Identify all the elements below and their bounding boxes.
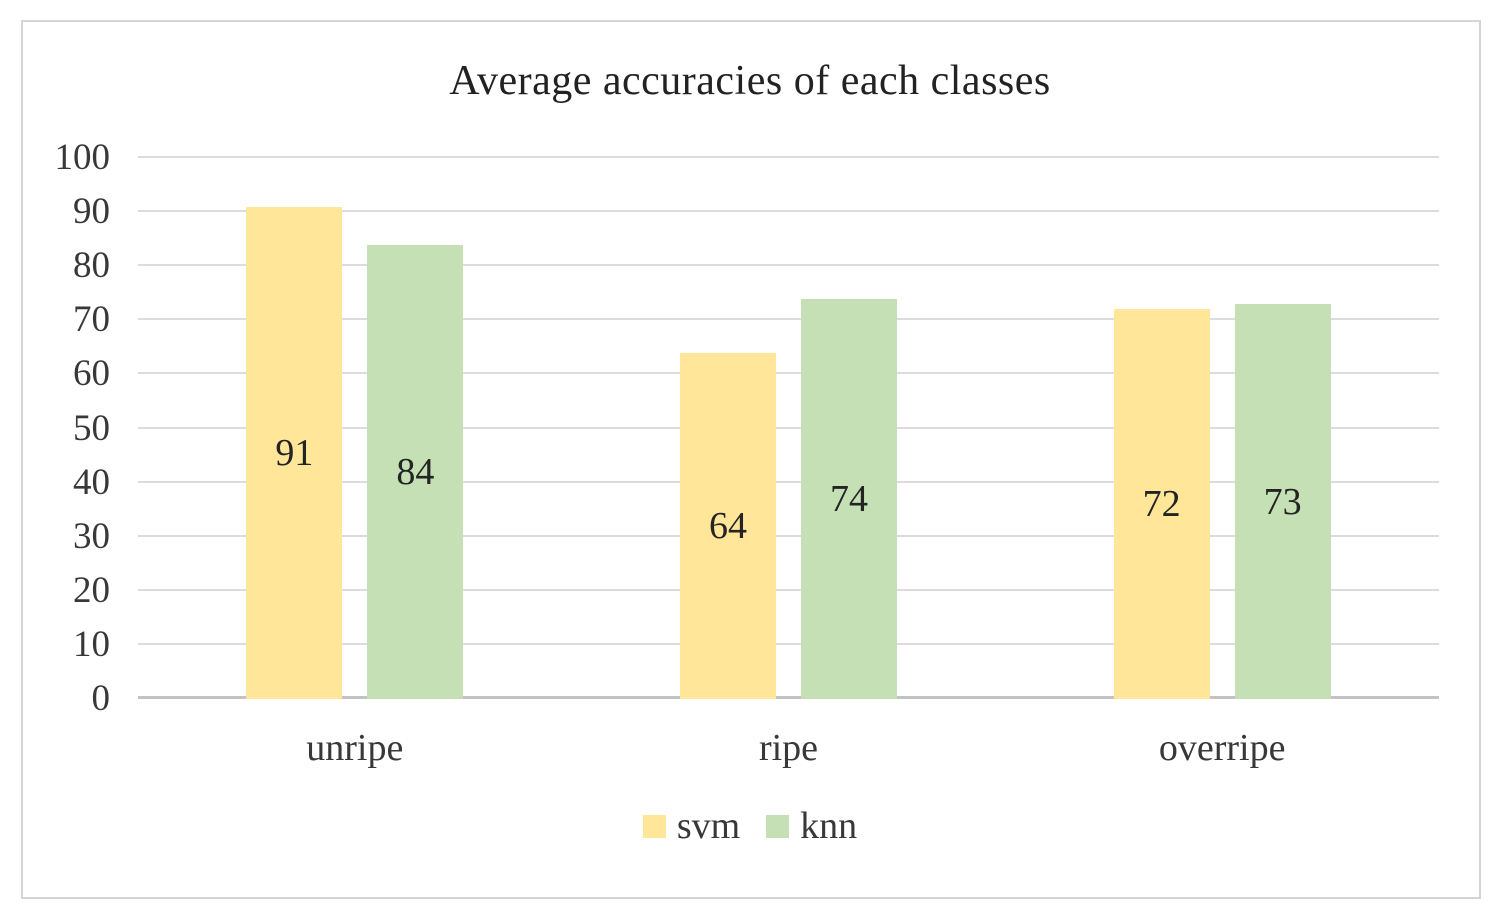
x-category-label-ripe: ripe: [758, 727, 819, 769]
y-tick-label-10: 10: [73, 623, 110, 665]
gridline-80: [138, 264, 1439, 267]
bar-knn-unripe: 84: [367, 244, 464, 699]
y-tick-label-30: 30: [73, 515, 110, 557]
gridline-30: [138, 534, 1439, 537]
y-tick-label-50: 50: [73, 407, 110, 449]
bar-knn-overripe: 73: [1234, 304, 1331, 699]
y-tick-label-80: 80: [73, 245, 110, 287]
y-tick-label-20: 20: [73, 569, 110, 611]
y-axis-labels: 0 10 20 30 40 50 60 70 80 90 100: [30, 138, 111, 719]
gridline-70: [138, 318, 1439, 321]
data-label-knn-unripe: 84: [396, 450, 435, 493]
x-category-label-overripe: overripe: [1158, 727, 1286, 769]
bar-knn-ripe: 74: [801, 298, 897, 699]
legend-swatch-knn: [766, 814, 790, 838]
x-axis-labels: unripe ripe overripe: [0, 726, 1500, 778]
data-label-knn-overripe: 73: [1263, 480, 1302, 523]
legend-item-svm: svm: [642, 805, 741, 847]
data-label-svm-unripe: 91: [275, 431, 314, 474]
gridline-20: [138, 588, 1439, 591]
y-tick-label-60: 60: [73, 353, 110, 395]
gridline-60: [138, 372, 1439, 375]
legend: svm knn: [0, 806, 1500, 846]
y-tick-label-100: 100: [54, 137, 111, 178]
y-tick-label-90: 90: [73, 191, 110, 233]
data-label-knn-ripe: 74: [830, 477, 868, 520]
gridline-50: [138, 426, 1439, 429]
legend-swatch-svm: [642, 814, 666, 838]
gridline-10: [138, 642, 1439, 645]
y-tick-label-70: 70: [73, 299, 110, 341]
data-label-svm-ripe: 64: [709, 504, 747, 547]
legend-label-svm: svm: [676, 805, 741, 847]
bar-svm-overripe: 72: [1113, 309, 1210, 699]
y-tick-label-40: 40: [73, 461, 110, 503]
gridline-90: [138, 210, 1439, 213]
bar-svm-ripe: 64: [680, 352, 776, 699]
gridline-100: [138, 156, 1439, 158]
data-label-svm-overripe: 72: [1142, 483, 1181, 526]
bar-svm-unripe: 91: [246, 206, 343, 699]
x-category-label-unripe: unripe: [306, 727, 404, 769]
chart-title: Average accuracies of each classes: [449, 58, 1051, 104]
plot-area: 91 84 64 74 72 73: [138, 156, 1439, 699]
y-tick-label-0: 0: [91, 678, 111, 719]
gridline-0: [138, 696, 1439, 699]
gridline-40: [138, 480, 1439, 483]
legend-item-knn: knn: [766, 806, 857, 846]
legend-label-knn: knn: [800, 805, 858, 847]
